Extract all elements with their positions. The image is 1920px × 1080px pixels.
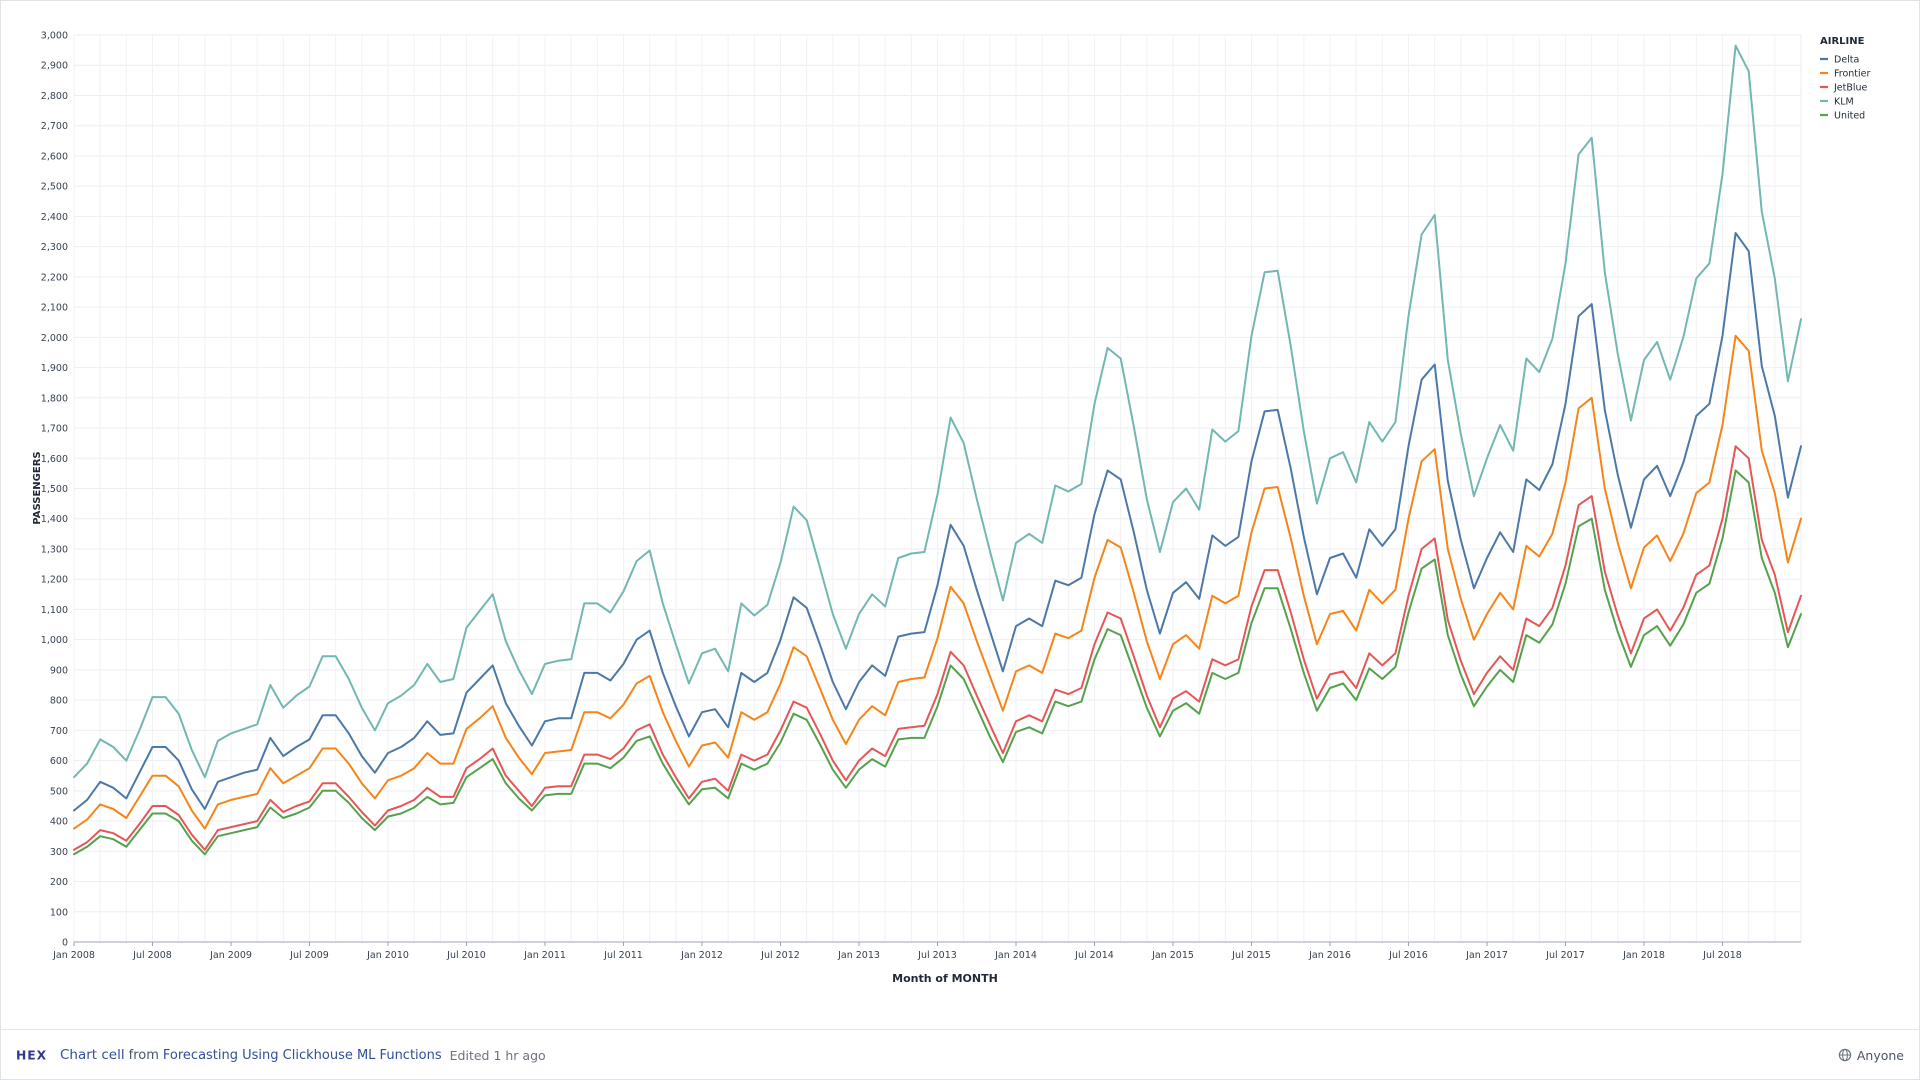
y-tick-label: 1,600 <box>41 454 68 465</box>
x-tick-label: Jan 2011 <box>523 950 566 961</box>
series-line-klm[interactable] <box>73 44 1802 779</box>
y-tick-label: 2,300 <box>41 242 68 253</box>
x-tick-label: Jan 2018 <box>1622 950 1665 961</box>
x-tick-label: Jan 2012 <box>680 950 723 961</box>
y-tick-label: 1,500 <box>41 484 68 495</box>
x-tick-label: Jul 2018 <box>1702 950 1742 961</box>
y-tick-label: 2,900 <box>41 61 68 72</box>
y-tick-label: 1,700 <box>41 424 68 435</box>
y-tick-label: 1,200 <box>41 575 68 586</box>
x-tick-label: Jan 2008 <box>52 950 95 961</box>
series-line-jetblue[interactable] <box>73 445 1802 851</box>
y-tick-label: 2,000 <box>41 333 68 344</box>
x-tick-label: Jan 2017 <box>1465 950 1508 961</box>
x-tick-label: Jul 2015 <box>1231 950 1271 961</box>
y-tick-label: 1,400 <box>41 514 68 525</box>
y-tick-label: 700 <box>50 726 68 737</box>
y-tick-label: 500 <box>50 786 68 797</box>
y-tick-label: 1,000 <box>41 635 68 646</box>
grid <box>73 34 1802 943</box>
cell-footer: HEX Chart cell from Forecasting Using Cl… <box>0 1029 1920 1080</box>
x-tick-label: Jan 2013 <box>837 950 880 961</box>
x-tick-label: Jul 2011 <box>603 950 643 961</box>
y-tick-label: 100 <box>50 907 68 918</box>
y-tick-label: 2,800 <box>41 91 68 102</box>
y-tick-label: 2,100 <box>41 303 68 314</box>
legend-item-frontier[interactable]: Frontier <box>1834 69 1871 80</box>
y-tick-label: 300 <box>50 847 68 858</box>
line-chart: 0 100 200 300 400 500 600 700 800 900 1,000 1,100 1,… <box>32 31 1871 986</box>
legend-item-delta[interactable]: Delta <box>1834 55 1859 66</box>
y-tick-label: 1,300 <box>41 544 68 555</box>
series-line-delta[interactable] <box>73 232 1802 812</box>
y-tick-label: 0 <box>62 938 68 949</box>
y-tick-label: 200 <box>50 877 68 888</box>
y-tick-label: 2,600 <box>41 151 68 162</box>
x-tick-label: Jul 2009 <box>289 950 329 961</box>
y-axis-title: PASSENGERS <box>32 451 43 524</box>
y-tick-label: 2,200 <box>41 272 68 283</box>
y-tick-label: 2,700 <box>41 121 68 132</box>
x-tick-label: Jan 2010 <box>366 950 409 961</box>
legend-item-jetblue[interactable]: JetBlue <box>1833 83 1868 94</box>
y-tick-label: 800 <box>50 696 68 707</box>
legend-item-united[interactable]: United <box>1834 111 1865 122</box>
legend-title: AIRLINE <box>1820 36 1865 47</box>
sharing-access[interactable]: Anyone <box>1838 1048 1904 1063</box>
legend-item-klm[interactable]: KLM <box>1834 97 1854 108</box>
hex-logo-text: HEX <box>16 1049 47 1062</box>
series-lines <box>73 44 1802 856</box>
x-tick-label: Jul 2014 <box>1074 950 1114 961</box>
series-line-frontier[interactable] <box>73 334 1802 830</box>
y-tick-label: 2,500 <box>41 182 68 193</box>
x-tick-label: Jul 2010 <box>446 950 486 961</box>
y-tick-label: 600 <box>50 756 68 767</box>
x-tick-label: Jan 2014 <box>994 950 1037 961</box>
y-tick-label: 900 <box>50 665 68 676</box>
sharing-access-label: Anyone <box>1856 1047 1904 1063</box>
series-line-united[interactable] <box>73 469 1802 856</box>
chart-cell-link[interactable]: Chart cell <box>60 1047 125 1063</box>
y-tick-label: 3,000 <box>41 31 68 42</box>
from-text: from <box>128 1047 159 1063</box>
x-tick-label: Jul 2008 <box>132 950 172 961</box>
y-tick-label: 2,400 <box>41 212 68 223</box>
x-tick-label: Jul 2013 <box>917 950 957 961</box>
x-tick-label: Jul 2012 <box>760 950 800 961</box>
y-tick-label: 400 <box>50 817 68 828</box>
y-tick-label: 1,100 <box>41 605 68 616</box>
x-tick-label: Jan 2016 <box>1308 950 1351 961</box>
globe-icon <box>1838 1048 1852 1062</box>
x-tick-label: Jan 2009 <box>209 950 252 961</box>
x-tick-label: Jul 2017 <box>1545 950 1585 961</box>
edited-timestamp: Edited 1 hr ago <box>449 1047 546 1063</box>
x-axis-title: Month of MONTH <box>892 972 998 985</box>
x-tick-label: Jan 2015 <box>1151 950 1194 961</box>
axes: 0 100 200 300 400 500 600 700 800 900 1,000 1,100 1,… <box>41 31 1801 961</box>
hex-logo: HEX <box>16 1048 52 1062</box>
project-link[interactable]: Forecasting Using Clickhouse ML Function… <box>162 1047 442 1063</box>
x-tick-label: Jul 2016 <box>1388 950 1428 961</box>
y-tick-label: 1,900 <box>41 363 68 374</box>
legend: AIRLINE Delta Frontier JetBlue KLM United <box>1820 36 1871 122</box>
y-tick-label: 1,800 <box>41 393 68 404</box>
